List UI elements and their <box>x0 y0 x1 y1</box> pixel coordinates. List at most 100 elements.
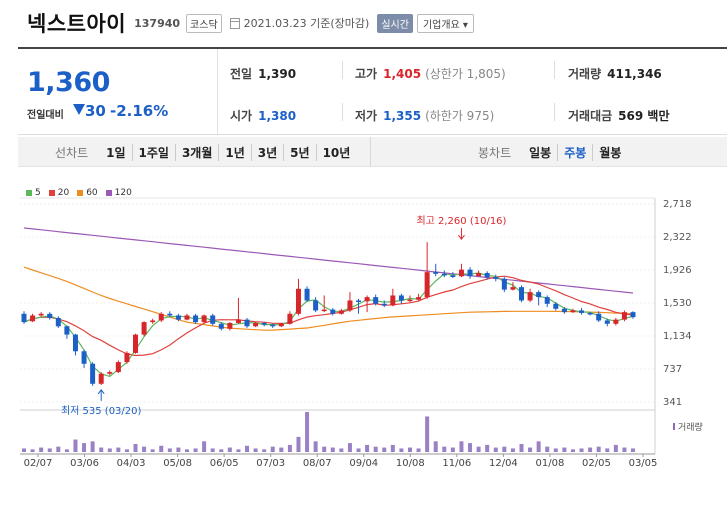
volume-bar <box>485 444 490 452</box>
volume-bar <box>124 449 129 452</box>
stock-name[interactable]: 넥스트아이 <box>27 12 127 36</box>
volume-bar <box>407 447 412 452</box>
candle-body <box>501 278 507 290</box>
candle-body <box>278 323 284 327</box>
candle-body <box>287 313 293 324</box>
tab-3m[interactable]: 3개월 <box>174 144 218 161</box>
tab-1w[interactable]: 1주일 <box>131 144 175 161</box>
x-tick-label: 07/03 <box>256 458 285 469</box>
candle-body <box>518 287 524 301</box>
candle-body <box>570 310 576 313</box>
candle-body <box>21 313 27 323</box>
volume-bar <box>193 448 198 452</box>
candlestick-chart[interactable]: 2,718 2,322 1,926 1,530 1,134 737 341 02/07 03/0… <box>0 190 727 500</box>
candle-body <box>416 297 422 300</box>
volume-bar <box>236 449 241 452</box>
candle-body <box>458 269 464 277</box>
x-tick-label: 06/05 <box>210 458 239 469</box>
volume-bar <box>227 447 232 452</box>
candle-body <box>381 303 387 306</box>
volume-value: 411,346 <box>607 67 662 81</box>
candle-body <box>604 320 610 324</box>
stock-header: 넥스트아이 137940 코스닥 2021.03.23 기준(장마감) 실시간 … <box>0 0 727 46</box>
candle-body <box>587 312 593 315</box>
volume-bar <box>82 443 87 452</box>
open-cell: 시가 1,380 <box>230 107 296 124</box>
volume-bar <box>184 449 189 452</box>
y-tick-label: 1,926 <box>663 265 692 276</box>
volume-bar <box>39 447 44 452</box>
volume-bar <box>22 448 26 452</box>
volume-bar <box>562 447 567 452</box>
prev-close-label: 전일 <box>230 67 253 81</box>
volume-bar <box>390 444 395 452</box>
volume-bar <box>64 449 69 452</box>
realtime-button[interactable]: 실시간 <box>377 13 413 33</box>
candle-body <box>330 309 336 314</box>
candle-body <box>579 310 585 313</box>
amount-cell: 거래대금 569 백만 <box>568 107 669 124</box>
volume-bar <box>450 447 455 452</box>
candle-body <box>450 275 456 277</box>
tab-1y[interactable]: 1년 <box>218 144 250 161</box>
high-label: 고가 <box>355 67 378 81</box>
volume-bar <box>116 447 121 452</box>
tab-monthly[interactable]: 월봉 <box>592 144 627 161</box>
candle-body <box>235 319 241 323</box>
volume-bar <box>330 447 335 452</box>
candle-body <box>184 315 190 320</box>
volume-bar <box>210 448 215 452</box>
tab-10y[interactable]: 10년 <box>315 144 357 161</box>
upper-limit: (상한가 1,805) <box>425 67 506 81</box>
y-tick-label: 1,530 <box>663 298 692 309</box>
volume-bar <box>176 447 181 452</box>
ma120-line <box>23 227 634 294</box>
y-tick-label: 1,134 <box>663 331 692 342</box>
candle-chart-label: 봉차트 <box>478 146 512 160</box>
volume-bar <box>519 444 524 452</box>
divider <box>370 137 371 167</box>
open-value: 1,380 <box>258 109 297 123</box>
volume-bar <box>142 446 147 452</box>
tab-1d[interactable]: 1일 <box>106 146 126 160</box>
volume-bar <box>510 448 515 452</box>
tab-weekly[interactable]: 주봉 <box>557 144 592 161</box>
volume-bar <box>245 445 250 452</box>
x-tick-label: 03/05 <box>629 458 658 469</box>
tab-3y[interactable]: 3년 <box>250 144 283 161</box>
volume-bar <box>305 412 310 452</box>
change-label: 전일대비 <box>27 110 64 121</box>
volume-bar <box>442 446 447 452</box>
x-tick-label: 05/08 <box>163 458 192 469</box>
low-annotation: 최저 535 (03/20) <box>61 405 142 417</box>
amount-value: 569 백만 <box>618 109 670 123</box>
volume-bar <box>399 448 404 452</box>
company-overview-dropdown[interactable]: 기업개요 ▾ <box>416 13 474 33</box>
ma60-line <box>23 266 634 331</box>
candle-body <box>90 363 96 384</box>
candle-body <box>227 322 233 329</box>
lower-limit: (하한가 975) <box>425 109 495 123</box>
candle-body <box>441 273 447 276</box>
tab-daily[interactable]: 일봉 <box>529 146 552 160</box>
x-tick-label: 09/04 <box>349 458 378 469</box>
current-price: 1,360 <box>27 67 110 98</box>
x-tick-label: 04/03 <box>117 458 146 469</box>
volume-bar <box>202 441 207 452</box>
candle-body <box>124 352 130 363</box>
high-annotation-arrowhead <box>458 234 465 240</box>
candle-body <box>484 272 490 278</box>
candle-body <box>424 272 430 298</box>
tab-5y[interactable]: 5년 <box>283 144 315 161</box>
candle-body <box>98 373 104 384</box>
volume-bar <box>622 447 627 452</box>
candle-body <box>81 351 87 364</box>
volume-bar <box>167 448 172 452</box>
volume-bar <box>382 447 387 452</box>
volume-bar <box>56 446 61 452</box>
candle-body <box>158 313 164 321</box>
volume-bar <box>493 447 498 452</box>
candle-body <box>115 362 121 373</box>
candle-body <box>510 287 516 290</box>
divider <box>554 103 555 121</box>
